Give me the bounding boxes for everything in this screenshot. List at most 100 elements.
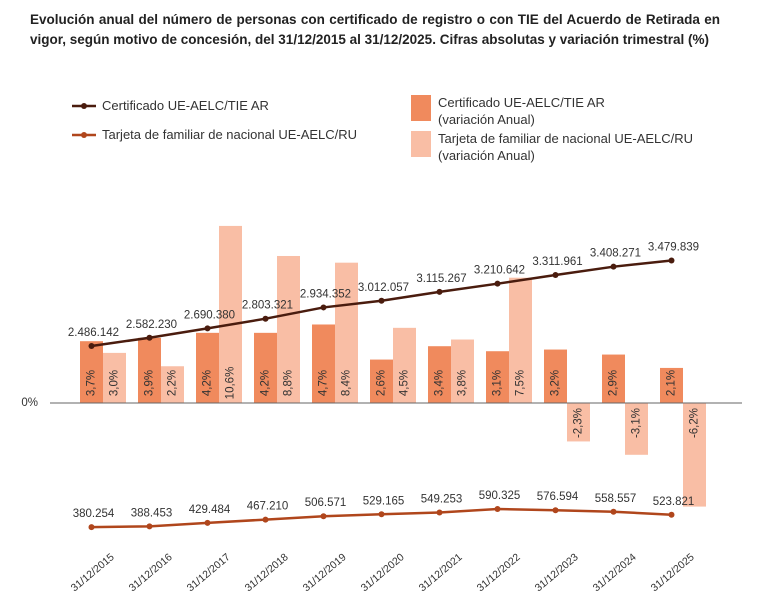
bar-value-label: 7,5% [515, 370, 527, 396]
bar-value-label: 10,6% [225, 367, 237, 400]
line-value-label: 3.012.057 [358, 282, 409, 294]
bar [660, 367, 683, 404]
bar-value-label: 3,9% [144, 370, 156, 396]
line-marker [320, 513, 327, 520]
bar [370, 359, 393, 404]
line-value-label: 2.582.230 [126, 319, 177, 331]
bar-value-label: 8,8% [283, 370, 295, 396]
line-marker [668, 511, 675, 518]
line-value-label: 590.325 [479, 490, 521, 502]
legend-label: Tarjeta de familiar de nacional UE-AELC/… [102, 127, 358, 142]
bar [312, 324, 335, 404]
bar [567, 403, 590, 442]
legend-marker [81, 132, 87, 138]
line-marker [610, 508, 617, 515]
line-value-label: 2.486.142 [68, 327, 119, 339]
bar [335, 262, 358, 404]
x-tick-label: 31/12/2024 [591, 551, 639, 594]
legend-label: Certificado UE-AELC/TIE AR (variación An… [438, 95, 605, 127]
line-marker [552, 507, 559, 514]
x-tick-label: 31/12/2016 [127, 551, 175, 594]
line-marker [552, 271, 559, 278]
line-marker [262, 315, 269, 322]
bar [161, 366, 184, 404]
legend-swatch [411, 95, 431, 121]
bar [277, 255, 300, 404]
x-tick-label: 31/12/2020 [359, 551, 407, 594]
bar-value-label: 2,6% [376, 370, 388, 396]
chart-title: Evolución anual del número de personas c… [30, 12, 720, 47]
bar [509, 277, 532, 404]
bar [196, 332, 219, 404]
bar-value-label: 3,4% [434, 370, 446, 396]
line-value-label: 380.254 [73, 508, 115, 520]
line-marker [146, 334, 153, 341]
bar [683, 403, 706, 507]
line-marker [436, 288, 443, 295]
bar-value-label: 3,2% [550, 370, 562, 396]
line-value-label: 523.821 [653, 496, 695, 508]
bar [103, 352, 126, 404]
legend-label: Tarjeta de familiar de nacional UE-AELC/… [438, 131, 694, 163]
line-value-label: 467.210 [247, 501, 289, 513]
bar-value-label: 3,8% [457, 370, 469, 396]
line-marker [88, 342, 95, 349]
bar-value-label: 2,2% [167, 370, 179, 396]
line-marker [204, 519, 211, 526]
line-marker [146, 523, 153, 530]
bar-value-label: 3,0% [109, 370, 121, 396]
line-marker [494, 506, 501, 513]
legend-marker [81, 103, 87, 109]
x-tick-label: 31/12/2023 [533, 551, 581, 594]
line-value-label: 2.690.380 [184, 309, 235, 321]
line-marker [320, 304, 327, 311]
bar [428, 346, 451, 404]
x-tick-label: 31/12/2015 [69, 551, 117, 594]
y-tick-label: 0% [21, 397, 38, 409]
bar-value-label: 8,4% [341, 370, 353, 396]
line-value-label: 3.311.961 [532, 256, 582, 268]
line-value-label: 549.253 [421, 494, 463, 506]
bar [544, 349, 567, 404]
line-value-label: 3.210.642 [474, 265, 525, 277]
bar-value-label: 4,2% [260, 370, 272, 396]
line-marker [494, 280, 501, 287]
bar-value-label: 2,9% [608, 370, 620, 396]
x-tick-label: 31/12/2018 [243, 551, 291, 594]
legend-swatch [411, 131, 431, 157]
legend-label: Certificado UE-AELC/TIE AR [102, 98, 269, 113]
bar [602, 354, 625, 404]
x-tick-label: 31/12/2021 [417, 551, 465, 594]
line-value-label: 506.571 [305, 497, 347, 509]
x-tick-label: 31/12/2022 [475, 551, 523, 594]
bar-value-label: -2,3% [573, 408, 585, 438]
line-value-label: 2.803.321 [242, 300, 293, 312]
line-value-label: 388.453 [131, 507, 173, 519]
line-value-label: 576.594 [537, 491, 579, 503]
bar-value-label: 4,2% [202, 370, 214, 396]
x-tick-label: 31/12/2019 [301, 551, 349, 594]
line-marker [610, 263, 617, 270]
line-value-label: 3.408.271 [590, 248, 641, 260]
line-marker [204, 325, 211, 332]
line-value-label: 2.934.352 [300, 288, 351, 300]
line-marker [378, 297, 385, 304]
bar-value-label: 3,7% [86, 370, 98, 396]
bar [80, 341, 103, 404]
bar [625, 403, 648, 455]
x-tick-label: 31/12/2017 [185, 551, 233, 594]
bar [451, 339, 474, 404]
line-value-label: 529.165 [363, 495, 405, 507]
line-value-label: 558.557 [595, 493, 637, 505]
bar-value-label: 4,7% [318, 370, 330, 396]
line-marker [262, 516, 269, 523]
line-value-label: 3.479.839 [648, 242, 699, 254]
bar [254, 332, 277, 404]
bar-value-label: -6,2% [689, 408, 701, 438]
x-tick-label: 31/12/2025 [649, 551, 697, 594]
line-value-label: 3.115.267 [416, 273, 466, 285]
bar [393, 327, 416, 404]
bar [486, 351, 509, 404]
